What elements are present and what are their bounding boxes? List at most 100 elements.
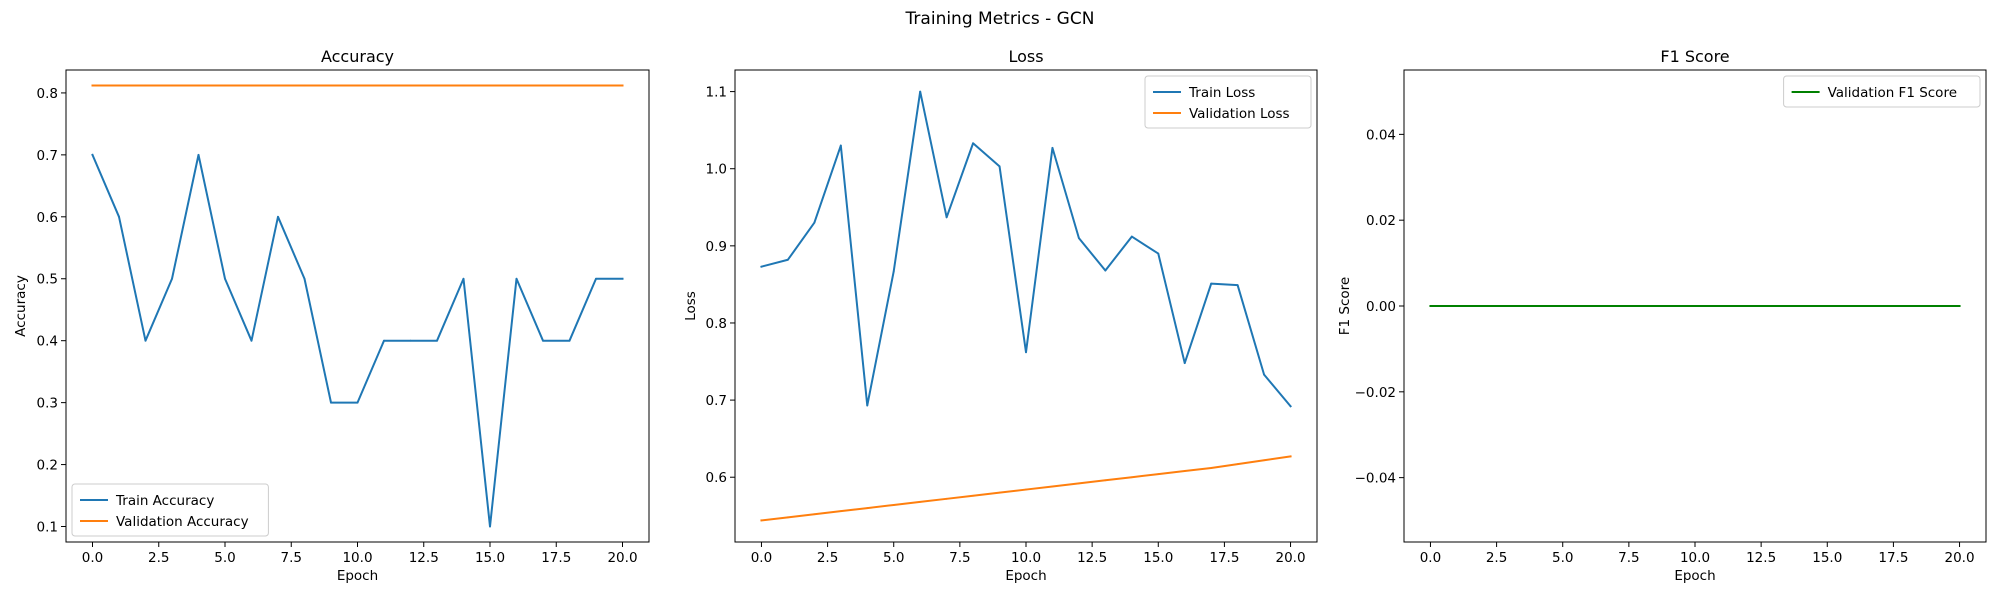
chart-1-x-tick-label-2: 2.5 <box>148 550 169 566</box>
chart-1-series-1-point-1 <box>91 153 94 156</box>
chart-2-series-1-point-3 <box>813 221 816 224</box>
chart-2-y-tick-label-3: 0.8 <box>706 316 727 332</box>
chart-2-y-tick-label-6: 1.1 <box>706 85 727 101</box>
chart-1-series-2-point-19 <box>568 84 571 87</box>
chart-1-series-2-point-12 <box>383 84 385 87</box>
chart-2-series-2-point-6 <box>892 504 895 506</box>
chart-1-series-2-point-1 <box>91 84 94 87</box>
chart-1-series-2-point-9 <box>303 84 306 87</box>
chart-1-series-1-point-21 <box>621 277 624 280</box>
chart-3-x-tick-label-1: 0.0 <box>1420 550 1441 566</box>
chart-1-series-2-point-6 <box>224 84 226 87</box>
chart-3-series-1-point-13 <box>1747 305 1749 307</box>
chart-1-x-tick-label-5: 10.0 <box>342 550 372 566</box>
chart-3-x-tick-label-7: 15.0 <box>1812 550 1842 566</box>
chart-2-legend-label-2: Validation Loss <box>1189 106 1290 122</box>
chart-1-series-2-point-21 <box>621 84 624 87</box>
chart-1-legend-label-1: Train Accuracy <box>115 493 214 509</box>
chart-1-series-2-point-11 <box>356 84 359 87</box>
chart-2-series-1-point-18 <box>1210 282 1213 285</box>
chart-3-x-tick-label-9: 20.0 <box>1945 550 1975 566</box>
chart-1-series-1-point-7 <box>250 339 253 342</box>
chart-2-series-2-point-5 <box>866 507 869 509</box>
chart-3-y-tick-label-3: 0.00 <box>1366 299 1396 315</box>
chart-1-series-1-point-5 <box>197 153 200 156</box>
chart-1-series-1-point-8 <box>277 215 279 218</box>
chart-1-y-tick-label-8: 0.8 <box>37 86 58 102</box>
chart-2-series-1-point-15 <box>1130 235 1133 238</box>
chart-2-series-2-point-13 <box>1078 482 1080 485</box>
chart-2-x-tick-label-2: 2.5 <box>817 550 838 566</box>
chart-1-series-1-point-19 <box>568 339 571 342</box>
chart-1-x-tick-label-3: 5.0 <box>214 550 235 566</box>
chart-3-series-1-point-10 <box>1667 305 1670 307</box>
chart-2-series-2-point-7 <box>919 501 922 503</box>
chart-3-x-tick-label-3: 5.0 <box>1552 550 1573 566</box>
chart-3-y-tick-label-2: −0.02 <box>1355 385 1396 401</box>
chart-1-series-1-point-11 <box>356 401 359 404</box>
chart-2-series-2-point-21 <box>1289 455 1292 458</box>
chart-1-y-tick-label-3: 0.3 <box>37 396 58 412</box>
chart-2-x-tick-label-3: 5.0 <box>883 550 904 566</box>
chart-2-title: Loss <box>1008 47 1043 66</box>
chart-2-y-tick-label-2: 0.7 <box>706 393 727 409</box>
chart-1-series-2-point-14 <box>436 84 438 87</box>
chart-2-series-2-point-8 <box>945 497 948 500</box>
chart-3-title: F1 Score <box>1660 47 1729 66</box>
chart-2-series-1-point-13 <box>1078 237 1080 240</box>
chart-2-axes-frame <box>734 69 1318 543</box>
chart-1-series-1-point-10 <box>330 401 332 404</box>
chart-1-series-2-point-15 <box>462 84 465 87</box>
chart-2-series-1-point-5 <box>866 404 869 407</box>
chart-1-y-tick-label-6: 0.6 <box>37 210 58 226</box>
chart-1-x-tick-label-7: 15.0 <box>475 550 505 566</box>
chart-3-legend-label-1: Validation F1 Score <box>1828 85 1957 101</box>
chart-1-series-1-point-20 <box>595 277 597 280</box>
chart-1-series-2-point-18 <box>542 84 544 87</box>
chart-2-series-2-point-15 <box>1130 476 1133 479</box>
chart-3-series-1-point-9 <box>1641 305 1643 307</box>
chart-1-y-tick-label-1: 0.1 <box>37 520 58 536</box>
chart-2-series-2-point-2 <box>787 516 789 519</box>
chart-1-series-1-point-2 <box>118 215 120 218</box>
chart-2-series-2-point-14 <box>1104 479 1107 482</box>
chart-2-series-2-point-18 <box>1210 467 1213 469</box>
chart-3-series-1-point-7 <box>1588 305 1591 307</box>
chart-2-x-tick-label-9: 20.0 <box>1276 550 1306 566</box>
chart-1-series-1-point-15 <box>462 277 465 280</box>
chart-1-series-2-point-5 <box>197 84 200 87</box>
chart-3-series-1-point-15 <box>1799 305 1802 307</box>
chart-2-series-2-point-19 <box>1236 463 1239 465</box>
chart-3-y-tick-label-5: 0.04 <box>1366 127 1396 143</box>
chart-2-series-2-point-9 <box>972 494 974 497</box>
chart-1-series-2-point-2 <box>118 84 120 87</box>
chart-2-series-1-point-1 <box>760 265 763 268</box>
chart-2-series-2-point-1 <box>760 519 763 522</box>
chart-2-series-1-point-21 <box>1289 405 1292 408</box>
chart-2-x-tick-label-7: 15.0 <box>1143 550 1173 566</box>
chart-2-series-1-point-2 <box>787 258 789 261</box>
chart-2-series-1-point-16 <box>1157 252 1160 255</box>
chart-2-series-2-point-4 <box>839 510 842 513</box>
figure-title: Training Metrics - GCN <box>905 9 1095 29</box>
chart-3-y-tick-label-4: 0.02 <box>1366 213 1396 229</box>
chart-2-series-1-point-6 <box>892 270 895 273</box>
chart-1-series-2-point-16 <box>489 84 491 87</box>
chart-1-title: Accuracy <box>321 47 394 66</box>
chart-3-series-1-point-18 <box>1879 305 1882 307</box>
chart-1-series-1-point-9 <box>303 277 306 280</box>
chart-1-series-1-point-13 <box>409 339 412 342</box>
chart-3-y-tick-label-1: −0.04 <box>1355 471 1396 487</box>
chart-1-series-2-point-10 <box>330 84 332 87</box>
chart-1-x-tick-label-4: 7.5 <box>281 550 302 566</box>
chart-3-x-axis-label: Epoch <box>1674 568 1715 584</box>
chart-2-series-1-point-19 <box>1236 284 1239 287</box>
chart-3-series-1-point-16 <box>1826 305 1829 307</box>
chart-3-series-1-point-2 <box>1456 305 1458 307</box>
chart-1-series-1-point-16 <box>489 525 491 528</box>
chart-3-x-tick-label-8: 17.5 <box>1878 550 1908 566</box>
chart-2-y-axis-label: Loss <box>683 291 699 321</box>
chart-1-y-tick-label-7: 0.7 <box>37 148 58 164</box>
chart-1-x-tick-label-6: 12.5 <box>409 550 439 566</box>
